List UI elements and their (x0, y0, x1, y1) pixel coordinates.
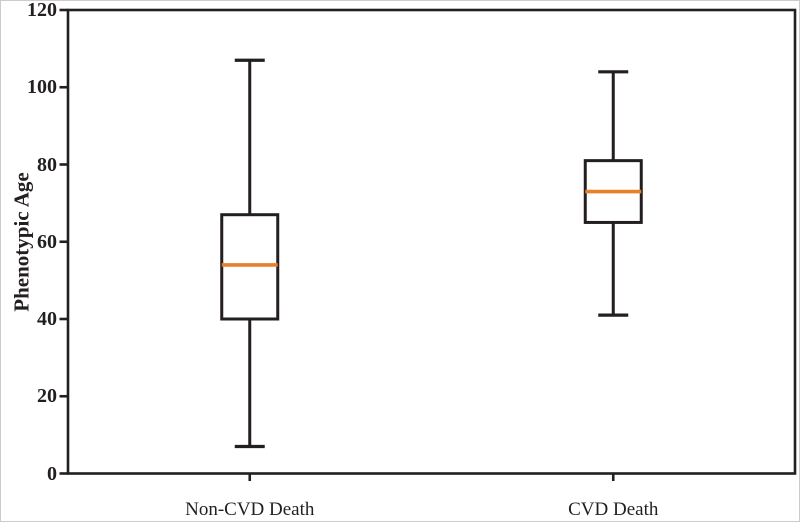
y-tick-label-20: 20 (37, 385, 57, 408)
x-category-label-non-cvd: Non-CVD Death (185, 499, 315, 520)
y-tick-label-80: 80 (37, 153, 57, 176)
y-tick-label-40: 40 (37, 308, 57, 330)
iqr-box (220, 213, 280, 321)
y-tick-label-120: 120 (27, 0, 57, 21)
y-tick-label-60: 60 (37, 230, 57, 253)
x-category-label-cvd: CVD Death (568, 499, 659, 520)
y-tick-label-100: 100 (27, 76, 57, 99)
plot-frame (66, 8, 797, 475)
y-tick-label-0: 0 (47, 462, 57, 485)
